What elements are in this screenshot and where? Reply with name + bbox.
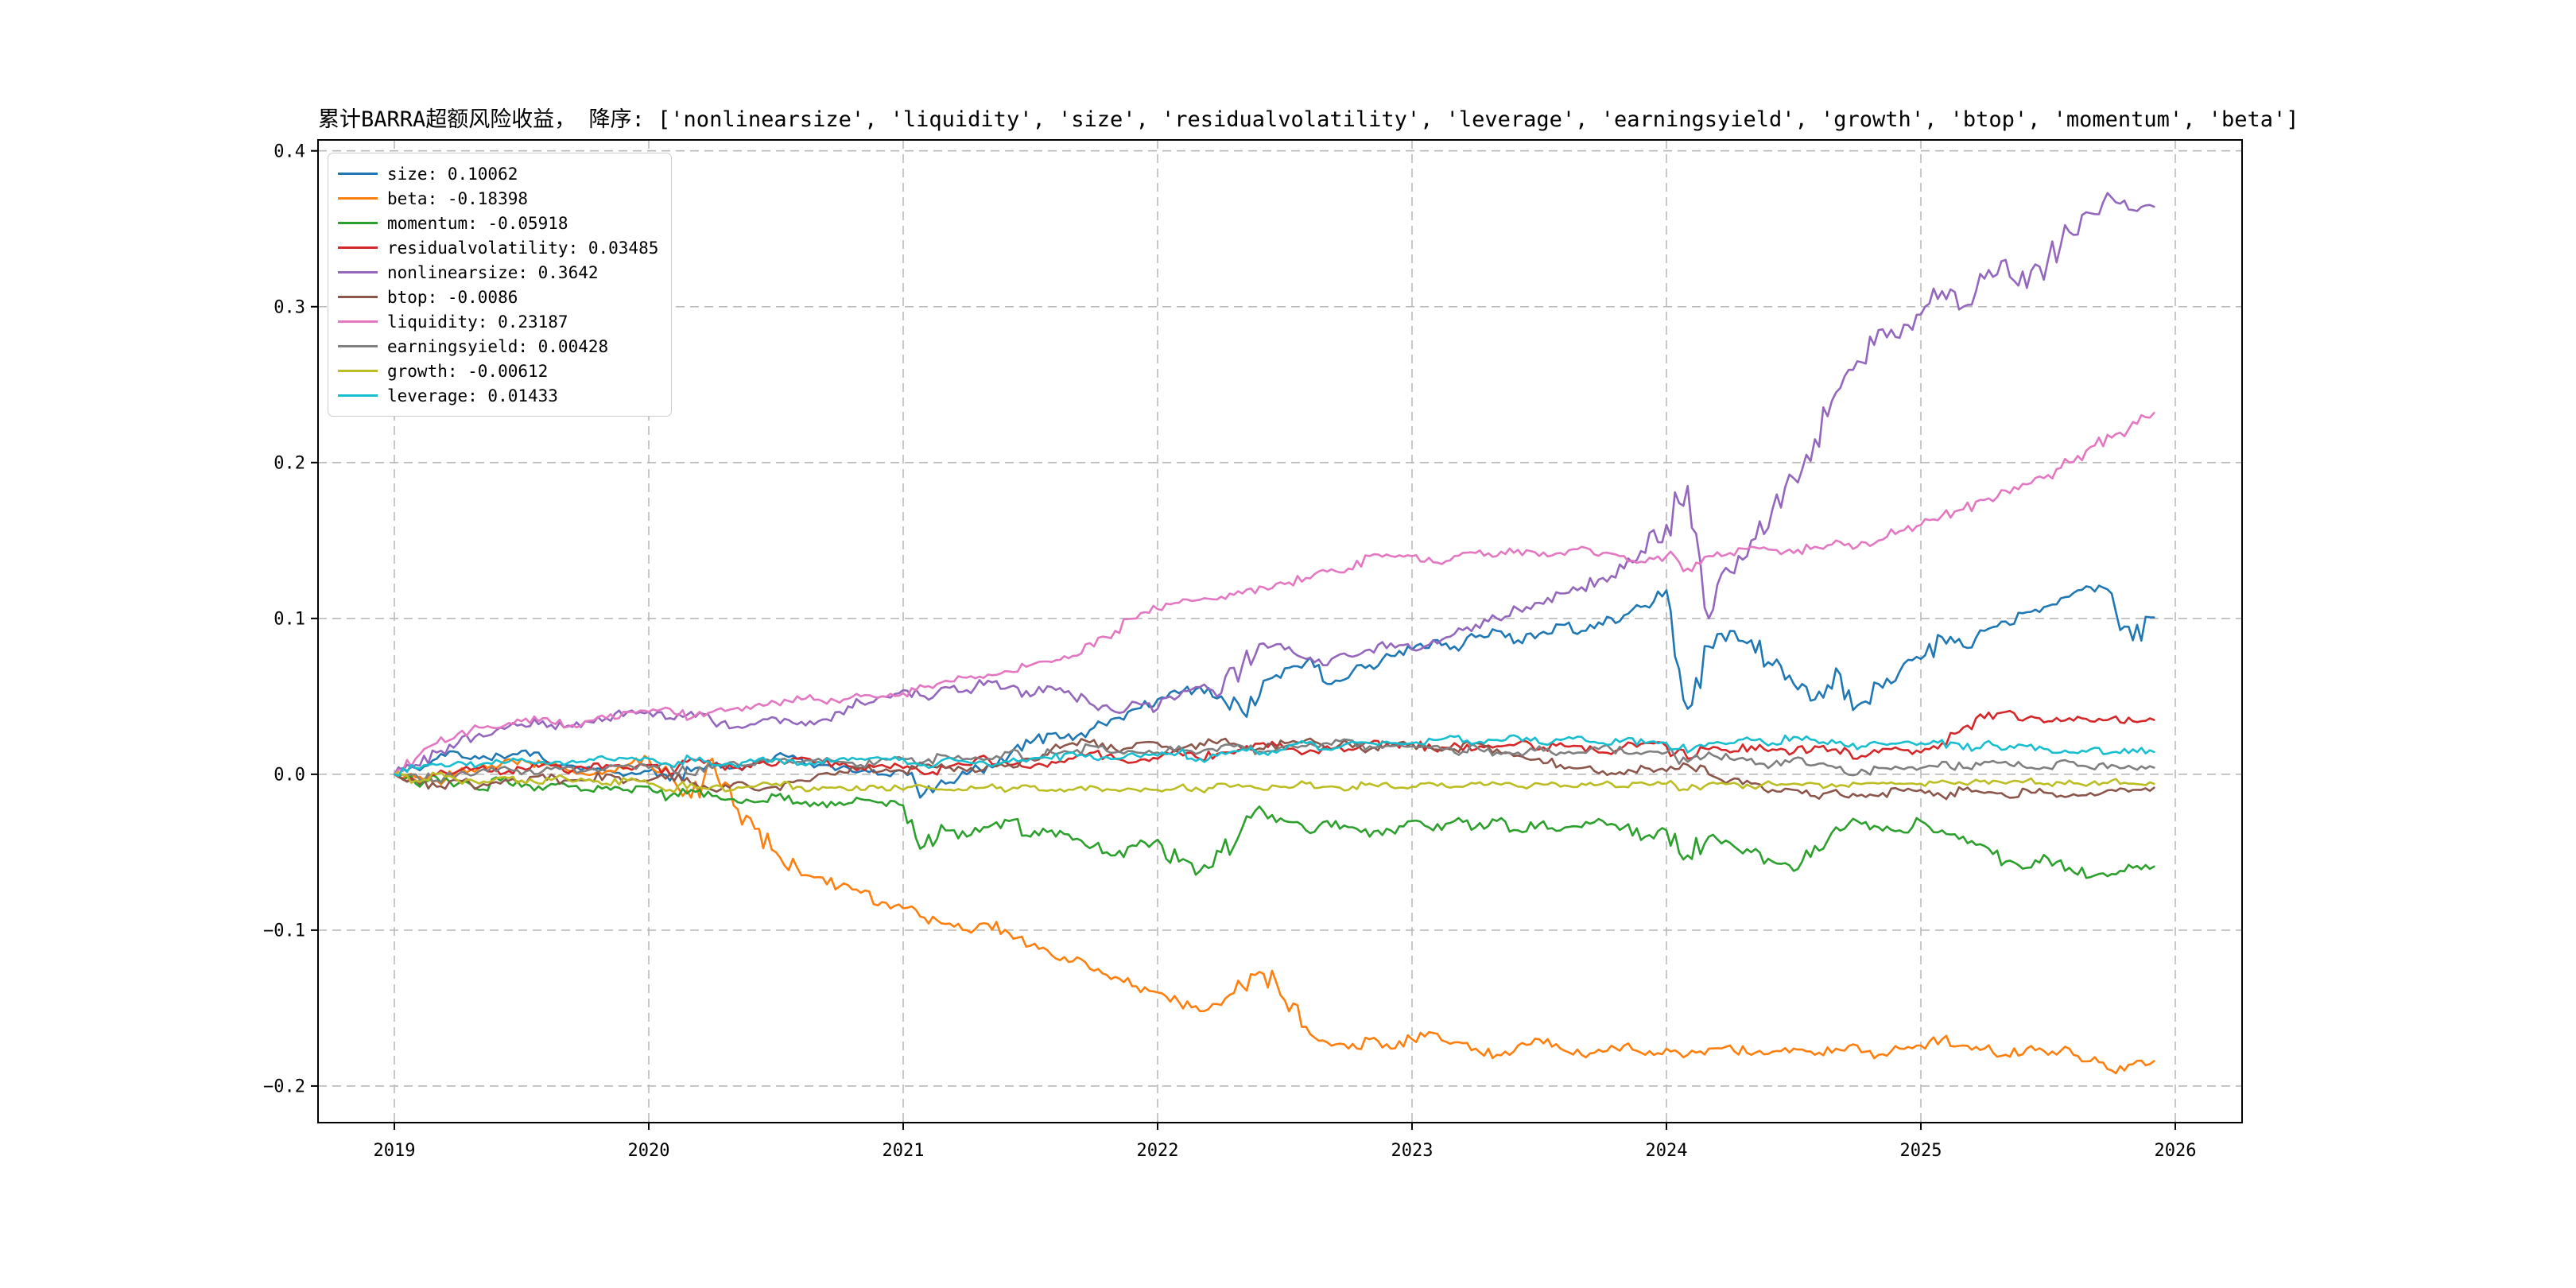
y-tick-label: 0.1 — [274, 610, 305, 630]
legend-item-nonlinearsize: nonlinearsize: 0.3642 — [338, 260, 658, 285]
y-tick-label: 0.3 — [274, 297, 305, 317]
series-line-liquidity — [393, 411, 2155, 776]
legend: size: 0.10062 beta: -0.18398 momentum: -0.… — [328, 153, 673, 417]
legend-line-sample-residualvolatility — [338, 246, 378, 249]
y-tick-label: −0.1 — [263, 921, 305, 941]
legend-label-leverage: leverage: 0.01433 — [387, 386, 558, 405]
series-line-btop — [393, 737, 2155, 801]
legend-label-beta: beta: -0.18398 — [387, 188, 529, 208]
series-line-leverage — [393, 734, 2155, 778]
legend-item-momentum: momentum: -0.05918 — [338, 211, 658, 235]
x-tick-label: 2023 — [1391, 1141, 1433, 1161]
legend-line-sample-earningsyield — [338, 345, 378, 347]
legend-label-residualvolatility: residualvolatility: 0.03485 — [387, 238, 659, 258]
chart-title: 累计BARRA超额风险收益， 降序: ['nonlinearsize', 'li… — [318, 107, 2299, 132]
series-line-size — [393, 584, 2155, 799]
legend-label-nonlinearsize: nonlinearsize: 0.3642 — [387, 262, 599, 282]
legend-line-sample-nonlinearsize — [338, 271, 378, 274]
legend-label-btop: btop: -0.0086 — [387, 287, 518, 307]
legend-item-btop: btop: -0.0086 — [338, 285, 658, 309]
x-tick-label: 2026 — [2155, 1141, 2197, 1161]
legend-label-size: size: 0.10062 — [387, 164, 518, 184]
x-tick-label: 2021 — [883, 1141, 925, 1161]
y-tick-label: 0.2 — [274, 453, 305, 473]
legend-item-size: size: 0.10062 — [338, 161, 658, 186]
legend-line-sample-size — [338, 173, 378, 175]
legend-label-liquidity: liquidity: 0.23187 — [387, 312, 568, 332]
legend-label-growth: growth: -0.00612 — [387, 361, 549, 381]
y-tick-label: 0.4 — [274, 142, 305, 161]
series-line-nonlinearsize — [393, 192, 2155, 776]
y-tick-label: −0.2 — [263, 1077, 305, 1097]
legend-line-sample-momentum — [338, 222, 378, 224]
legend-item-earningsyield: earningsyield: 0.00428 — [338, 334, 658, 359]
legend-label-earningsyield: earningsyield: 0.00428 — [387, 336, 609, 356]
legend-item-liquidity: liquidity: 0.23187 — [338, 309, 658, 334]
x-tick-label: 2024 — [1646, 1141, 1688, 1161]
x-tick-label: 2019 — [374, 1141, 416, 1161]
legend-item-beta: beta: -0.18398 — [338, 186, 658, 211]
legend-line-sample-growth — [338, 370, 378, 372]
series-line-beta — [393, 755, 2155, 1075]
x-tick-label: 2020 — [628, 1141, 670, 1161]
series-line-residualvolatility — [393, 709, 2155, 783]
series-line-momentum — [393, 773, 2155, 879]
legend-item-leverage: leverage: 0.01433 — [338, 383, 658, 408]
x-tick-label: 2025 — [1900, 1141, 1942, 1161]
legend-item-residualvolatility: residualvolatility: 0.03485 — [338, 235, 658, 260]
legend-label-momentum: momentum: -0.05918 — [387, 213, 568, 233]
legend-item-growth: growth: -0.00612 — [338, 359, 658, 383]
x-tick-label: 2022 — [1137, 1141, 1179, 1161]
legend-line-sample-btop — [338, 296, 378, 298]
legend-line-sample-liquidity — [338, 320, 378, 323]
series-line-growth — [393, 770, 2155, 794]
axes-spine — [317, 139, 2243, 1123]
legend-line-sample-leverage — [338, 394, 378, 397]
y-tick-label: 0.0 — [274, 766, 305, 786]
legend-line-sample-beta — [338, 197, 378, 200]
